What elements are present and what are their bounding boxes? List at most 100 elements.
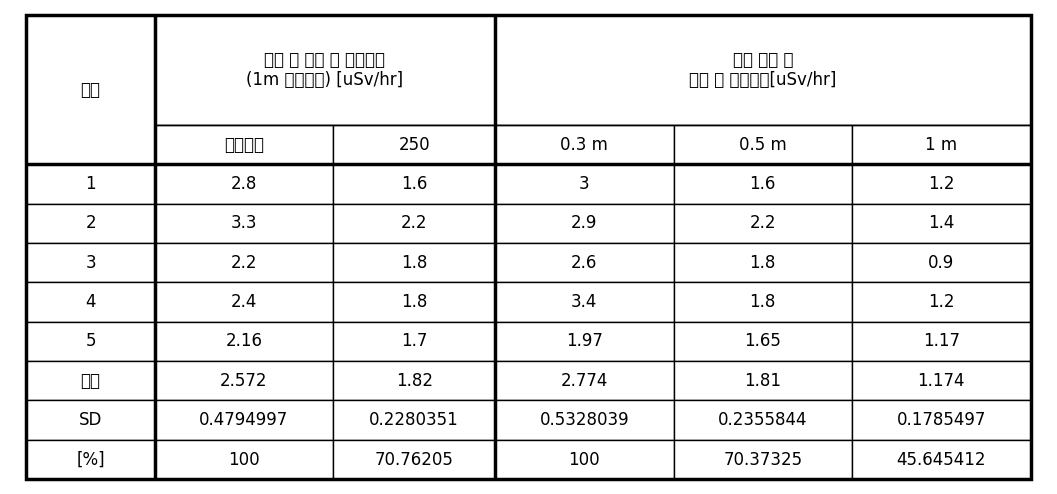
Bar: [26, 243, 154, 283]
Bar: [333, 401, 495, 440]
Text: 1.81: 1.81: [744, 372, 781, 390]
Bar: [333, 322, 495, 361]
Bar: [495, 125, 673, 165]
Text: 2.2: 2.2: [230, 254, 257, 272]
Bar: [333, 361, 495, 401]
Bar: [154, 125, 333, 165]
Text: 0.4794997: 0.4794997: [200, 411, 289, 429]
Text: 0.1785497: 0.1785497: [896, 411, 986, 429]
Text: 70.37325: 70.37325: [723, 451, 802, 468]
Text: 1.82: 1.82: [395, 372, 432, 390]
Text: 주사직후: 주사직후: [224, 136, 264, 154]
Text: 1.2: 1.2: [928, 293, 954, 311]
Bar: [333, 165, 495, 204]
Text: 번호: 번호: [80, 81, 100, 99]
Text: 2.16: 2.16: [225, 332, 262, 350]
Text: 2.8: 2.8: [230, 175, 257, 193]
Text: 45.645412: 45.645412: [896, 451, 986, 468]
Bar: [673, 322, 852, 361]
Bar: [26, 204, 154, 243]
Text: 2.572: 2.572: [220, 372, 267, 390]
Text: 0.5 m: 0.5 m: [739, 136, 786, 154]
Text: 1.2: 1.2: [928, 175, 954, 193]
Text: 1.8: 1.8: [401, 293, 427, 311]
Bar: [26, 15, 154, 165]
Text: 1.7: 1.7: [401, 332, 427, 350]
Bar: [154, 361, 333, 401]
Bar: [154, 401, 333, 440]
Text: 0.3 m: 0.3 m: [560, 136, 608, 154]
Text: 4: 4: [86, 293, 96, 311]
Bar: [154, 440, 333, 479]
Text: 3.4: 3.4: [571, 293, 597, 311]
Text: 5: 5: [86, 332, 96, 350]
Bar: [852, 401, 1031, 440]
Bar: [26, 322, 154, 361]
Bar: [333, 243, 495, 283]
Bar: [495, 361, 673, 401]
Text: 2.6: 2.6: [571, 254, 597, 272]
Text: 250: 250: [398, 136, 430, 154]
Text: 0.2355844: 0.2355844: [718, 411, 808, 429]
Bar: [673, 361, 852, 401]
Text: 100: 100: [228, 451, 260, 468]
Bar: [333, 283, 495, 322]
Text: 1.6: 1.6: [749, 175, 776, 193]
Text: 2.2: 2.2: [749, 214, 776, 232]
Bar: [495, 165, 673, 204]
Bar: [673, 440, 852, 479]
Bar: [26, 401, 154, 440]
Bar: [333, 204, 495, 243]
Bar: [852, 204, 1031, 243]
Bar: [495, 440, 673, 479]
Bar: [852, 283, 1031, 322]
Text: SD: SD: [79, 411, 103, 429]
Text: 1.6: 1.6: [401, 175, 427, 193]
Bar: [154, 165, 333, 204]
Text: 3: 3: [86, 254, 96, 272]
Text: 0.9: 0.9: [928, 254, 954, 272]
Bar: [495, 204, 673, 243]
Text: 100: 100: [569, 451, 600, 468]
Bar: [673, 283, 852, 322]
Bar: [673, 165, 852, 204]
Text: 70.76205: 70.76205: [374, 451, 453, 468]
Bar: [852, 125, 1031, 165]
Bar: [154, 15, 495, 125]
Bar: [333, 125, 495, 165]
Text: 주사 후 시간 별 측정선량
(1m 거리에서) [uSv/hr]: 주사 후 시간 별 측정선량 (1m 거리에서) [uSv/hr]: [246, 50, 404, 89]
Bar: [154, 204, 333, 243]
Bar: [673, 243, 852, 283]
Text: [%]: [%]: [76, 451, 105, 468]
Text: 3: 3: [579, 175, 590, 193]
Text: 1.8: 1.8: [749, 293, 776, 311]
Text: 1.8: 1.8: [749, 254, 776, 272]
Bar: [495, 283, 673, 322]
Bar: [154, 243, 333, 283]
Text: 1.4: 1.4: [928, 214, 954, 232]
Bar: [673, 204, 852, 243]
Bar: [673, 401, 852, 440]
Text: 1.97: 1.97: [565, 332, 602, 350]
Bar: [852, 440, 1031, 479]
Bar: [154, 322, 333, 361]
Bar: [495, 401, 673, 440]
Bar: [852, 165, 1031, 204]
Bar: [154, 283, 333, 322]
Bar: [495, 243, 673, 283]
Text: 1.17: 1.17: [923, 332, 960, 350]
Text: 2.4: 2.4: [230, 293, 257, 311]
Bar: [26, 283, 154, 322]
Bar: [673, 125, 852, 165]
Text: 1.8: 1.8: [401, 254, 427, 272]
Text: 2.774: 2.774: [560, 372, 608, 390]
Text: 2.2: 2.2: [401, 214, 427, 232]
Bar: [26, 361, 154, 401]
Text: 1.65: 1.65: [744, 332, 781, 350]
Bar: [852, 361, 1031, 401]
Bar: [852, 322, 1031, 361]
Text: 0.5328039: 0.5328039: [539, 411, 629, 429]
Text: 평균: 평균: [80, 372, 100, 390]
Bar: [852, 243, 1031, 283]
Text: 최종 측정 시
거리 별 측정선량[uSv/hr]: 최종 측정 시 거리 별 측정선량[uSv/hr]: [689, 50, 836, 89]
